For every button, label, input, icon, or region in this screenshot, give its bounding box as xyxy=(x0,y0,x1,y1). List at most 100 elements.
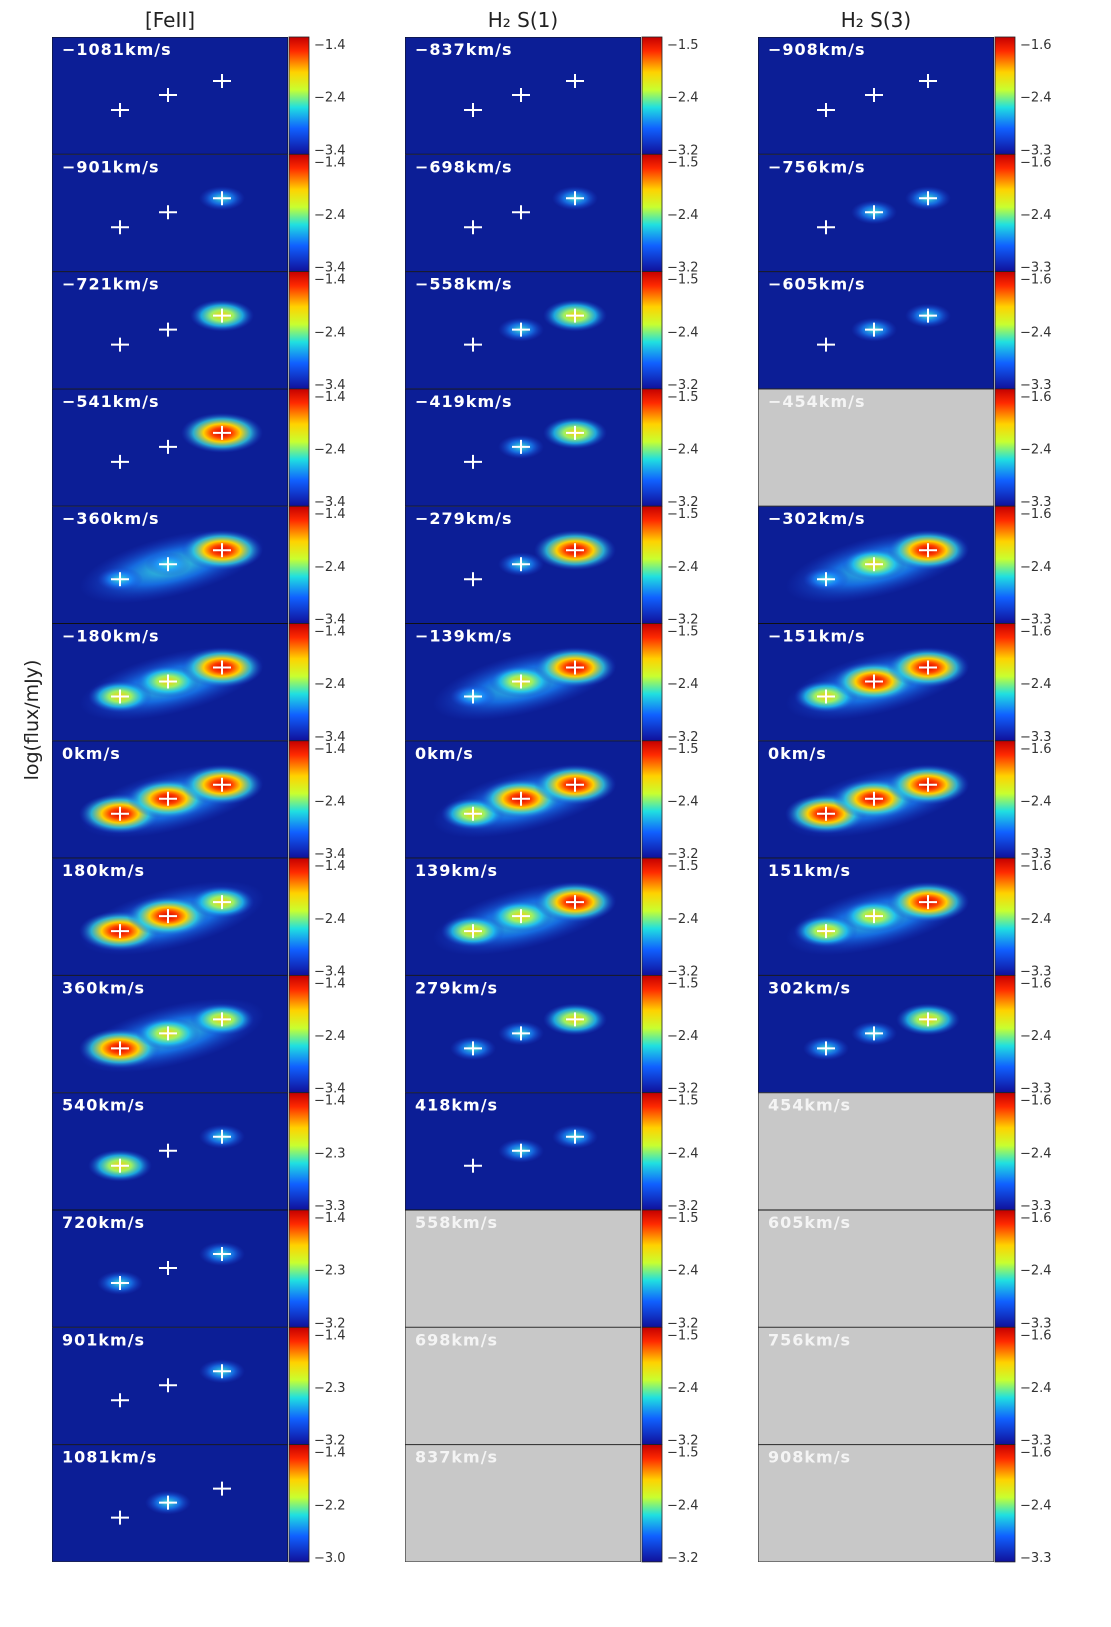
map-panel: −558km/s xyxy=(405,272,641,389)
colorbar-tick-label: −2.4 xyxy=(314,794,346,809)
map-panel: 302km/s xyxy=(758,975,994,1092)
colorbar-tick-label: −2.4 xyxy=(1020,677,1052,692)
colorbar xyxy=(642,272,662,389)
colorbar-tick-label: −2.4 xyxy=(1020,1498,1052,1513)
colorbar xyxy=(289,154,309,271)
map-panel: −541km/s xyxy=(52,389,288,506)
velocity-label: 605km/s xyxy=(768,1213,851,1232)
colorbar-tick-label: −1.4 xyxy=(314,976,346,991)
velocity-label: −908km/s xyxy=(768,40,865,59)
colorbar xyxy=(642,506,662,623)
colorbar-tick-label: −1.5 xyxy=(667,390,699,405)
velocity-label: 302km/s xyxy=(768,978,851,997)
velocity-label: 151km/s xyxy=(768,861,851,880)
colorbar xyxy=(995,1445,1015,1562)
velocity-label: 901km/s xyxy=(62,1330,145,1349)
colorbar-tick-label: −2.4 xyxy=(1020,560,1052,575)
velocity-label: 720km/s xyxy=(62,1213,145,1232)
map-panel: 0km/s xyxy=(758,741,994,858)
map-panel: −302km/s xyxy=(758,506,994,623)
colorbar-tick-label: −1.6 xyxy=(1020,390,1052,405)
colorbar-tick-label: −2.4 xyxy=(314,1029,346,1044)
colorbar xyxy=(642,975,662,1092)
map-panel: −454km/s xyxy=(758,389,994,506)
colorbar-tick-label: −1.4 xyxy=(314,1094,346,1109)
colorbar xyxy=(289,1210,309,1327)
colorbar-tick-label: −1.6 xyxy=(1020,859,1052,874)
velocity-label: 1081km/s xyxy=(62,1448,157,1467)
colorbar-tick-label: −1.4 xyxy=(314,273,346,288)
colorbar-tick-label: −2.4 xyxy=(1020,208,1052,223)
colorbar xyxy=(289,1445,309,1562)
colorbar-tick-label: −1.4 xyxy=(314,742,346,757)
velocity-label: −721km/s xyxy=(62,275,159,294)
colorbar xyxy=(995,272,1015,389)
colorbar-tick-label: −2.4 xyxy=(1020,794,1052,809)
colorbar-tick-label: −1.6 xyxy=(1020,507,1052,522)
colorbar-tick-label: −3.2 xyxy=(667,1551,699,1566)
colorbar-tick-label: −2.4 xyxy=(314,208,346,223)
map-panel: 151km/s xyxy=(758,858,994,975)
colorbar-tick-label: −2.4 xyxy=(667,912,699,927)
velocity-label: 454km/s xyxy=(768,1096,851,1115)
map-panel: −908km/s xyxy=(758,37,994,154)
colorbar-tick-label: −1.6 xyxy=(1020,273,1052,288)
colorbar-tick-label: −2.4 xyxy=(667,1498,699,1513)
colorbar-tick-label: −2.4 xyxy=(1020,91,1052,106)
colorbar xyxy=(289,37,309,154)
colorbar-tick-label: −2.4 xyxy=(667,1029,699,1044)
map-panel: −151km/s xyxy=(758,624,994,741)
velocity-label: −279km/s xyxy=(415,509,512,528)
colorbar-tick-label: −1.5 xyxy=(667,1328,699,1343)
colorbar-tick-label: −1.5 xyxy=(667,1446,699,1461)
colorbar-tick-label: −1.5 xyxy=(667,625,699,640)
colorbar xyxy=(289,506,309,623)
colorbar-tick-label: −1.5 xyxy=(667,38,699,53)
velocity-label: −180km/s xyxy=(62,627,159,646)
colorbar-tick-label: −1.4 xyxy=(314,155,346,170)
colorbar xyxy=(642,624,662,741)
velocity-label: 279km/s xyxy=(415,978,498,997)
colorbar xyxy=(995,858,1015,975)
colorbar xyxy=(995,389,1015,506)
map-panel: 0km/s xyxy=(405,741,641,858)
colorbar-tick-label: −2.3 xyxy=(314,1146,346,1161)
map-panel: 540km/s xyxy=(52,1093,288,1210)
velocity-label: 180km/s xyxy=(62,861,145,880)
colorbar-tick-label: −2.4 xyxy=(1020,325,1052,340)
velocity-label: −837km/s xyxy=(415,40,512,59)
colorbar-tick-label: −1.6 xyxy=(1020,1211,1052,1226)
colorbar-tick-label: −2.4 xyxy=(667,1264,699,1279)
map-panel: 698km/s xyxy=(405,1327,641,1444)
colorbar xyxy=(995,154,1015,271)
velocity-label: −901km/s xyxy=(62,157,159,176)
colorbar xyxy=(995,624,1015,741)
colorbar xyxy=(642,1210,662,1327)
velocity-label: 756km/s xyxy=(768,1330,851,1349)
map-panel: 279km/s xyxy=(405,975,641,1092)
colorbar-tick-label: −1.6 xyxy=(1020,625,1052,640)
colorbar-tick-label: −1.4 xyxy=(314,1328,346,1343)
velocity-label: −360km/s xyxy=(62,509,159,528)
velocity-label: 908km/s xyxy=(768,1448,851,1467)
velocity-label: 0km/s xyxy=(768,744,827,763)
colorbar xyxy=(995,975,1015,1092)
map-panel: 180km/s xyxy=(52,858,288,975)
colorbar-tick-label: −1.6 xyxy=(1020,155,1052,170)
map-panel: −1081km/s xyxy=(52,37,288,154)
velocity-label: 837km/s xyxy=(415,1448,498,1467)
colorbar xyxy=(289,1327,309,1444)
map-panel: 1081km/s xyxy=(52,1445,288,1562)
colorbar-tick-label: −2.4 xyxy=(667,1146,699,1161)
map-panel: −360km/s xyxy=(52,506,288,623)
map-panel: −721km/s xyxy=(52,272,288,389)
colorbar-tick-label: −2.4 xyxy=(1020,912,1052,927)
column-title: H₂ S(1) xyxy=(488,8,558,32)
colorbar-tick-label: −2.4 xyxy=(314,443,346,458)
colorbar xyxy=(642,741,662,858)
velocity-label: −139km/s xyxy=(415,627,512,646)
colorbar xyxy=(995,741,1015,858)
map-panel: 837km/s xyxy=(405,1445,641,1562)
velocity-label: −541km/s xyxy=(62,392,159,411)
column-title: H₂ S(3) xyxy=(841,8,911,32)
